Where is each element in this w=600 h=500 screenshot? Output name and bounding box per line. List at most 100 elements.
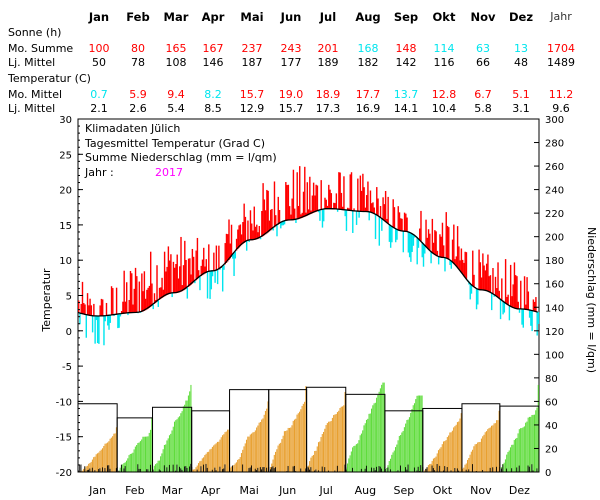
precipitation-cumulative-bar — [443, 441, 445, 472]
precipitation-cumulative-bar — [530, 416, 532, 472]
precipitation-cumulative-bar — [275, 451, 277, 472]
temperature-bar — [444, 257, 446, 272]
sun-sum-value: 13 — [514, 42, 528, 55]
precipitation-cumulative-bar — [347, 463, 349, 472]
precipitation-daily-bar — [315, 469, 317, 472]
temperature-bar — [125, 282, 128, 314]
temperature-bar — [398, 212, 401, 231]
temperature-bar — [208, 244, 210, 272]
precipitation-cumulative-bar — [201, 458, 203, 472]
temperature-bar — [470, 284, 473, 294]
precipitation-cumulative-bar — [373, 403, 375, 472]
left-tick-label: 20 — [59, 186, 72, 197]
precipitation-cumulative-bar — [276, 449, 278, 472]
temperature-bar — [133, 288, 135, 313]
precipitation-cumulative-bar — [357, 443, 359, 472]
month-header: Jan — [88, 10, 110, 24]
precipitation-cumulative-bar — [475, 444, 477, 472]
temperature-bar — [139, 311, 142, 313]
temperature-bar — [218, 245, 220, 270]
temperature-bar — [421, 241, 423, 258]
precipitation-daily-bar — [149, 464, 151, 472]
temperature-bar — [376, 187, 378, 216]
temperature-bar — [181, 285, 183, 292]
temperature-bar — [206, 271, 209, 299]
precipitation-cumulative-bar — [122, 464, 124, 472]
temperature-bar — [304, 166, 306, 217]
precipitation-cumulative-bar — [132, 452, 134, 472]
precipitation-cumulative-bar — [453, 427, 455, 472]
precipitation-cumulative-bar — [107, 442, 109, 472]
temperature-bar — [426, 237, 429, 248]
temperature-bar — [160, 287, 162, 299]
precipitation-cumulative-bar — [463, 467, 465, 472]
temperature-bar — [192, 256, 195, 283]
temperature-bar — [249, 210, 252, 241]
month-header: Mai — [240, 10, 264, 24]
precipitation-cumulative-bar — [227, 429, 229, 472]
precipitation-cumulative-bar — [511, 444, 513, 472]
left-tick-label: -10 — [56, 397, 72, 408]
precipitation-cumulative-bar — [343, 405, 345, 472]
temperature-bar — [152, 304, 154, 310]
temperature-bar — [175, 264, 177, 294]
precipitation-daily-bar — [502, 464, 504, 472]
temperature-bar — [286, 185, 288, 221]
precipitation-cumulative-bar — [461, 468, 464, 472]
precipitation-daily-bar — [310, 467, 312, 472]
precipitation-cumulative-bar — [134, 446, 136, 472]
precipitation-daily-bar — [89, 468, 91, 472]
precipitation-daily-bar — [179, 466, 180, 472]
temperature-bar — [416, 237, 418, 265]
temperature-bar — [90, 305, 93, 316]
temperature-bar — [263, 199, 266, 236]
temperature-bar — [405, 213, 407, 232]
temperature-bar — [352, 210, 354, 233]
sun-ltm-value: 1489 — [547, 56, 575, 69]
left-tick-label: 30 — [59, 115, 72, 126]
precipitation-daily-bar — [468, 469, 470, 472]
temperature-bar — [389, 225, 392, 248]
year-header: Jahr — [550, 10, 572, 23]
legend-year-value: 2017 — [155, 166, 183, 179]
temperature-bar — [165, 271, 167, 296]
precipitation-daily-bar — [275, 467, 276, 472]
temperature-bar — [156, 265, 158, 302]
precipitation-cumulative-bar — [312, 454, 314, 472]
precipitation-daily-bar — [371, 467, 372, 472]
precipitation-cumulative-bar — [525, 422, 527, 472]
precipitation-daily-bar — [450, 470, 452, 472]
precipitation-daily-bar — [196, 469, 198, 472]
precipitation-cumulative-bar — [429, 464, 431, 472]
temp-ltm-value: 5.4 — [167, 102, 185, 115]
precipitation-cumulative-bar — [420, 395, 422, 472]
temperature-bar — [427, 229, 430, 250]
precipitation-cumulative-bar — [244, 443, 246, 472]
precipitation-cumulative-bar — [379, 388, 381, 472]
precipitation-daily-bar — [223, 468, 225, 472]
precipitation-daily-bar — [262, 467, 264, 472]
precipitation-cumulative-bar — [297, 413, 299, 472]
temperature-bar — [149, 251, 152, 307]
sun-sum-label: Mo. Summe — [8, 42, 74, 55]
precipitation-daily-bar — [446, 467, 448, 472]
temperature-bar — [475, 288, 478, 310]
temperature-bar — [240, 234, 243, 246]
precipitation-daily-bar — [158, 469, 160, 472]
precipitation-cumulative-bar — [264, 410, 266, 472]
temperature-bar — [382, 197, 384, 220]
precipitation-cumulative-bar — [311, 455, 313, 472]
precipitation-daily-bar — [287, 465, 289, 472]
temperature-bar — [248, 240, 250, 242]
precipitation-cumulative-bar — [469, 454, 471, 472]
temperature-bar — [445, 212, 447, 259]
sun-sum-value: 201 — [317, 42, 339, 55]
precipitation-daily-bar — [101, 467, 103, 472]
month-label: Okt — [433, 484, 453, 497]
temperature-bar — [99, 305, 101, 317]
precipitation-daily-bar — [426, 467, 428, 472]
precipitation-cumulative-bar — [229, 468, 231, 472]
temperature-bar — [194, 280, 196, 284]
precipitation-cumulative-bar — [162, 449, 164, 472]
temperature-bar — [147, 287, 149, 309]
